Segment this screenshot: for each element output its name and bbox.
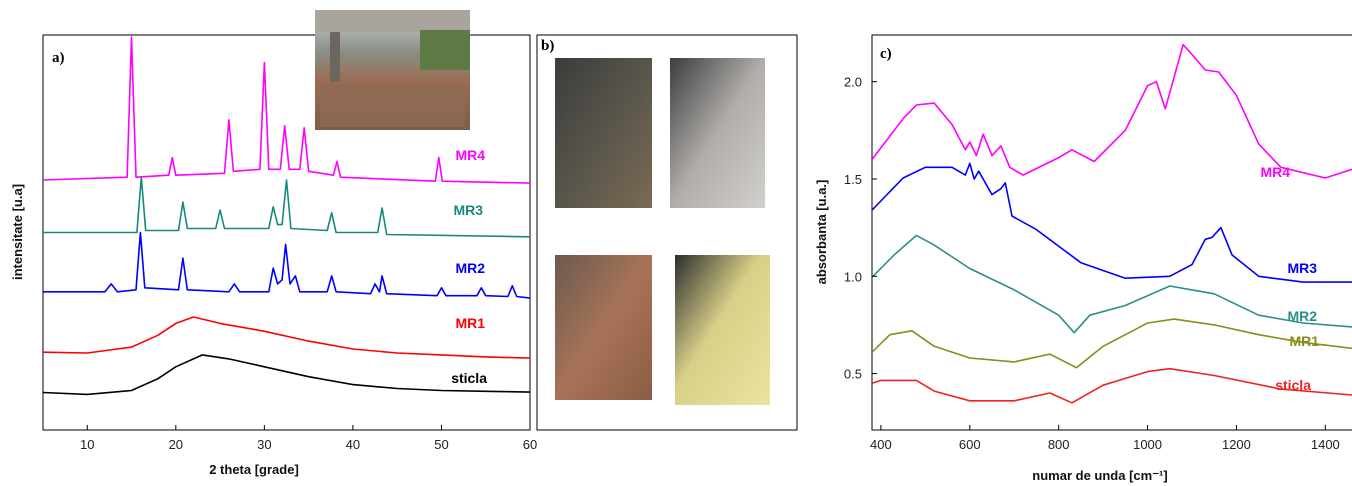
y-axis-title: absorbanta [u.a.] xyxy=(814,180,829,285)
series-label: MR4 xyxy=(455,147,485,163)
series-label: MR1 xyxy=(455,315,485,331)
x-tick-label: 50 xyxy=(434,437,448,452)
x-tick-label: 60 xyxy=(523,437,537,452)
x-tick-label: 10 xyxy=(80,437,94,452)
panel-label: a) xyxy=(52,50,65,66)
series-line xyxy=(43,231,530,299)
panel-label: b) xyxy=(541,38,554,54)
y-tick-label: 0.5 xyxy=(844,367,862,382)
x-axis-title: 2 theta [grade] xyxy=(209,462,299,477)
y-tick-label: 1.5 xyxy=(844,172,862,187)
x-tick-label: 800 xyxy=(1048,437,1070,452)
plot-frame xyxy=(871,34,1352,431)
series-line xyxy=(43,316,530,359)
series-label: MR1 xyxy=(1289,333,1319,349)
series-line xyxy=(43,354,530,396)
x-tick-label: 30 xyxy=(257,437,271,452)
x-tick-label: 1400 xyxy=(1311,437,1340,452)
plot-area xyxy=(43,36,530,396)
series-label: MR2 xyxy=(455,260,485,276)
series-line xyxy=(872,162,1352,283)
sample-photo xyxy=(675,255,770,405)
series-label: MR3 xyxy=(1287,260,1317,276)
x-tick-label: 40 xyxy=(346,437,360,452)
y-tick-label: 2.0 xyxy=(844,75,862,90)
sample-photo xyxy=(670,58,765,208)
x-tick-label: 400 xyxy=(870,437,892,452)
series-line xyxy=(872,318,1352,369)
series-line xyxy=(872,367,1352,404)
sample-photo xyxy=(555,255,652,400)
panel-label: c) xyxy=(880,46,892,62)
plot-area xyxy=(872,43,1352,404)
x-tick-label: 1000 xyxy=(1133,437,1162,452)
series-label: sticla xyxy=(1275,377,1311,393)
x-tick-label: 20 xyxy=(169,437,183,452)
series-line xyxy=(43,36,530,184)
series-line xyxy=(872,43,1352,179)
inset-photo xyxy=(315,10,470,130)
x-tick-label: 600 xyxy=(959,437,981,452)
series-line xyxy=(872,234,1352,334)
series-label: MR2 xyxy=(1287,308,1317,324)
series-line xyxy=(43,176,530,238)
sample-photo xyxy=(555,58,652,208)
x-axis-title: numar de unda [cm⁻¹] xyxy=(1032,468,1167,483)
series-label: MR4 xyxy=(1260,164,1290,180)
y-axis-title: intensitate [u.a] xyxy=(10,184,25,280)
series-label: sticla xyxy=(451,370,487,386)
series-label: MR3 xyxy=(453,202,483,218)
x-tick-label: 1200 xyxy=(1222,437,1251,452)
y-tick-label: 1.0 xyxy=(844,269,862,284)
